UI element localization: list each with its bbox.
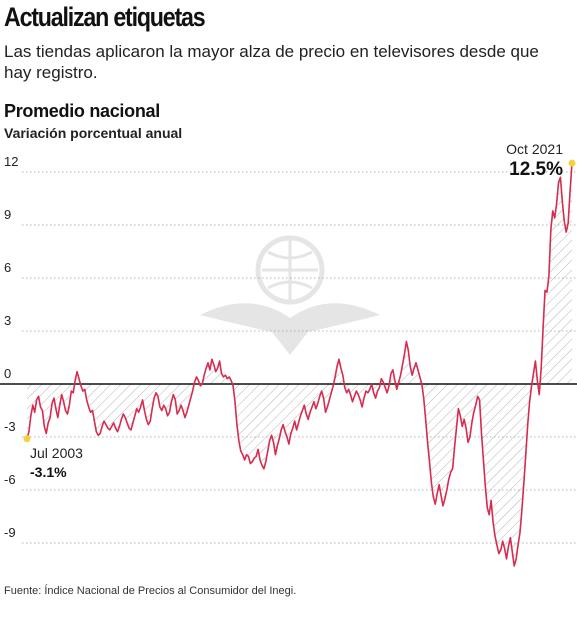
start-point-marker: [23, 435, 31, 443]
source-note: Fuente: Índice Nacional de Precios al Co…: [4, 585, 297, 597]
eagle-watermark-icon: [200, 235, 380, 355]
y-tick-labels: 12 9 6 3 0 -3 -6 -9: [4, 154, 18, 540]
end-value-label: 12.5%: [509, 159, 563, 180]
start-date-label: Jul 2003: [30, 445, 83, 461]
end-point-marker: [568, 159, 576, 167]
y-tick-label: 6: [4, 260, 11, 275]
y-tick-label: 12: [4, 154, 18, 169]
y-tick-label: -3: [4, 419, 16, 434]
grid-layer: [22, 171, 577, 544]
y-tick-label: -9: [4, 525, 16, 540]
y-tick-label: 0: [4, 366, 11, 381]
series-line: [26, 163, 573, 567]
chart-title: Promedio nacional: [4, 101, 160, 121]
y-tick-label: 9: [4, 207, 11, 222]
y-tick-label: 3: [4, 313, 11, 328]
headline: Actualizan etiquetas: [4, 2, 206, 32]
y-tick-label: -6: [4, 472, 16, 487]
chart-subtitle: Variación porcentual anual: [4, 125, 183, 141]
deck: Las tiendas aplicaron la mayor alza de p…: [4, 42, 539, 82]
start-value-label: -3.1%: [30, 464, 67, 480]
end-date-label: Oct 2021: [506, 141, 563, 157]
hatched-area: [27, 163, 572, 566]
